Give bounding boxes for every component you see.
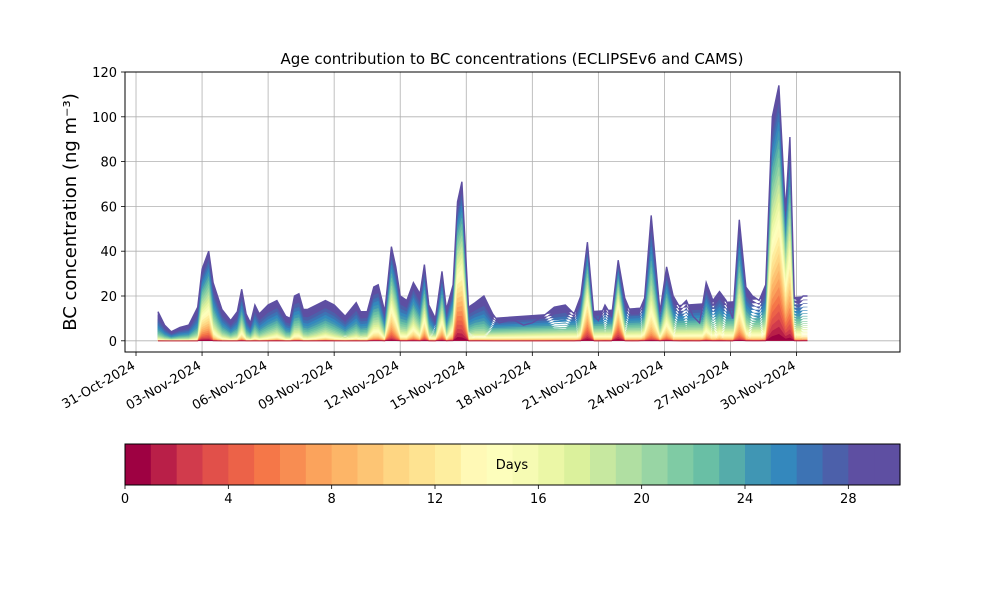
colorbar-swatch bbox=[538, 444, 565, 485]
y-tick-label: 120 bbox=[92, 66, 117, 81]
colorbar-swatch bbox=[305, 444, 333, 485]
colorbar-swatch bbox=[693, 444, 720, 485]
colorbar-tick-label: 16 bbox=[530, 492, 547, 507]
y-tick-label: 20 bbox=[100, 290, 117, 305]
colorbar-tick-label: 12 bbox=[427, 492, 444, 507]
y-axis-label: BC concentration (ng m⁻³) bbox=[60, 93, 81, 331]
colorbar-tick-label: 8 bbox=[328, 492, 336, 507]
colorbar-swatch bbox=[770, 444, 798, 485]
x-tick-label: 30-Nov-2024 bbox=[718, 358, 798, 413]
colorbar-label: Days bbox=[496, 458, 529, 473]
colorbar-swatch bbox=[383, 444, 410, 485]
age-band-area bbox=[158, 333, 808, 342]
colorbar-tick-label: 24 bbox=[737, 492, 754, 507]
colorbar-swatch bbox=[641, 444, 669, 485]
colorbar-swatch bbox=[745, 444, 772, 485]
colorbar-swatch bbox=[435, 444, 462, 485]
colorbar-swatch bbox=[615, 444, 643, 485]
colorbar-swatch bbox=[719, 444, 746, 485]
y-tick-label: 40 bbox=[100, 245, 117, 260]
y-tick-label: 80 bbox=[100, 156, 117, 171]
age-band-area bbox=[157, 112, 808, 341]
colorbar-tick-label: 0 bbox=[121, 492, 129, 507]
grid bbox=[125, 71, 900, 352]
colorbar-swatch bbox=[125, 444, 152, 485]
age-band-area bbox=[157, 121, 808, 341]
colorbar-tick-label: 4 bbox=[224, 492, 232, 507]
age-band-area bbox=[157, 140, 808, 341]
age-band-area bbox=[157, 131, 808, 341]
colorbar-swatch bbox=[796, 444, 824, 485]
colorbar-swatch bbox=[357, 444, 384, 485]
colorbar-swatch bbox=[564, 444, 591, 485]
x-axis: 31-Oct-202403-Nov-202406-Nov-202409-Nov-… bbox=[60, 352, 799, 413]
colorbar-swatch bbox=[409, 444, 436, 485]
colorbar bbox=[124, 443, 901, 486]
y-tick-label: 0 bbox=[109, 335, 117, 350]
colorbar-swatch bbox=[848, 444, 875, 485]
colorbar-swatch bbox=[331, 444, 359, 485]
colorbar-swatch bbox=[228, 444, 255, 485]
colorbar-swatch bbox=[874, 444, 901, 485]
colorbar-swatch bbox=[254, 444, 281, 485]
colorbar-swatch bbox=[590, 444, 617, 485]
colorbar-tick-label: 28 bbox=[840, 492, 857, 507]
y-tick-label: 100 bbox=[92, 111, 117, 126]
colorbar-swatch bbox=[202, 444, 229, 485]
colorbar-tick-label: 20 bbox=[633, 492, 650, 507]
colorbar-swatch bbox=[512, 444, 539, 485]
colorbar-swatch bbox=[667, 444, 694, 485]
colorbar-swatch bbox=[280, 444, 307, 485]
chart-title: Age contribution to BC concentrations (E… bbox=[281, 50, 744, 68]
colorbar-swatch bbox=[460, 444, 488, 485]
colorbar-swatch bbox=[150, 444, 178, 485]
age-band-area bbox=[157, 149, 808, 341]
plot-frame bbox=[124, 71, 901, 353]
colorbar-swatch bbox=[486, 444, 514, 485]
colorbar-ticks: 0 4 8 12 16 20 24 28 bbox=[121, 485, 857, 507]
stacked-areas bbox=[157, 85, 808, 342]
colorbar-frame bbox=[124, 443, 901, 486]
y-tick-label: 60 bbox=[100, 200, 117, 215]
total-line bbox=[157, 85, 808, 333]
colorbar-swatch bbox=[822, 444, 849, 485]
colorbar-swatch bbox=[176, 444, 204, 485]
y-axis: 0 20 40 60 80 100 120 bbox=[92, 66, 125, 350]
